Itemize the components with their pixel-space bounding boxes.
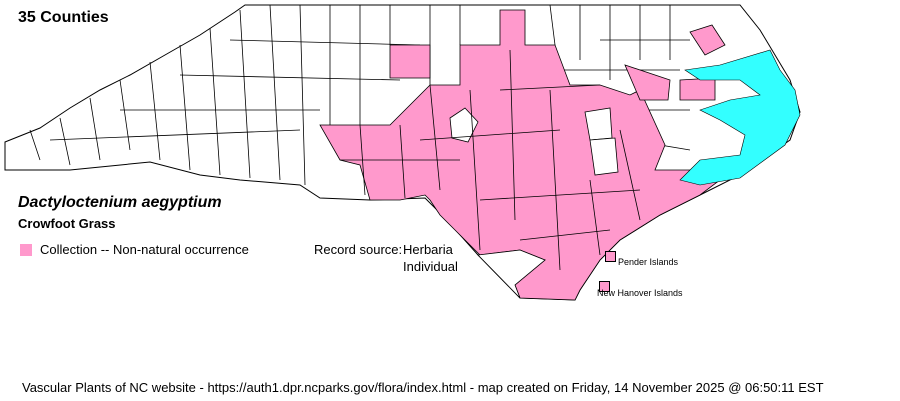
- county-lines-pink: [340, 49, 641, 271]
- pender-islands-label: Pender Islands: [618, 257, 679, 267]
- new-hanover-islands-label: New Hanover Islands: [597, 288, 683, 298]
- record-source-value: Individual: [403, 259, 458, 274]
- new-hanover-islands-marker: [599, 281, 610, 292]
- record-source-label: Record source:: [314, 242, 403, 257]
- present-counties: [319, 9, 726, 301]
- county-count: 35 Counties: [18, 9, 109, 26]
- absent-counties-interior: [449, 107, 619, 299]
- pender-islands-marker: [605, 251, 616, 262]
- scientific-name: Dactyloctenium aegyptium: [18, 194, 222, 211]
- sounds-water: [679, 49, 801, 186]
- legend-label: Collection -- Non-natural occurrence: [40, 242, 249, 257]
- legend-swatch: [20, 244, 32, 256]
- footer-credit: Vascular Plants of NC website - https://…: [22, 380, 824, 395]
- record-source-value: Herbaria: [403, 242, 453, 257]
- common-name: Crowfoot Grass: [18, 216, 116, 231]
